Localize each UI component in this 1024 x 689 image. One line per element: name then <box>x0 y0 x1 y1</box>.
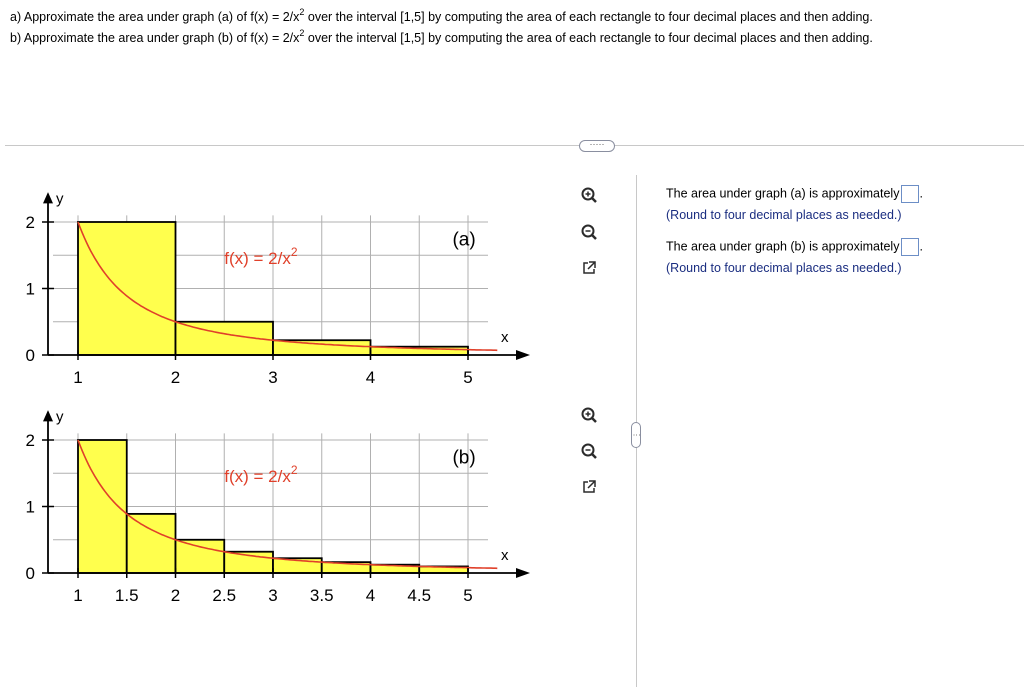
x-tick-label: 3.5 <box>310 586 334 605</box>
x-tick-label: 1 <box>73 368 82 387</box>
y-tick-label: 0 <box>26 564 35 583</box>
y-tick-label: 0 <box>26 346 35 365</box>
graph-a: y x 1 2 3 4 5 0 1 2 (a) f(x) = 2/x2 <box>26 190 530 387</box>
function-curve <box>77 221 498 352</box>
x-axis-label: x <box>501 329 509 346</box>
rectangle-1 <box>77 221 177 356</box>
answer-b-note: (Round to four decimal places as needed.… <box>666 261 902 275</box>
answer-b-prompt: The area under graph (b) is approximatel… <box>666 239 900 254</box>
function-label: f(x) = 2/x2 <box>224 245 298 268</box>
graph-a-popout-icon[interactable] <box>580 259 598 277</box>
x-tick-label: 2 <box>171 368 180 387</box>
answer-b-suffix: . <box>919 239 923 254</box>
answer-b: The area under graph (b) is approximatel… <box>666 238 923 275</box>
question-b-text: b) Approximate the area under graph (b) … <box>10 31 300 46</box>
x-tick-label: 5 <box>463 586 472 605</box>
x-tick-label: 1.5 <box>115 586 139 605</box>
question-b-text-end: over the interval [1,5] by computing the… <box>304 31 873 46</box>
question-a: a) Approximate the area under graph (a) … <box>10 7 873 25</box>
x-tick-label: 4.5 <box>407 586 431 605</box>
graph-a-zoom-in-icon[interactable] <box>580 186 598 204</box>
y-tick-label: 1 <box>26 280 35 299</box>
rectangle-2 <box>125 512 177 574</box>
x-tick-label: 4 <box>366 368 375 387</box>
answer-a-prompt: The area under graph (a) is approximatel… <box>666 186 900 201</box>
function-curve <box>77 439 498 570</box>
function-label-exponent: 2 <box>291 245 298 259</box>
x-axis-label: x <box>501 547 509 564</box>
question-a-exponent: 2 <box>299 7 305 17</box>
question-a-text: a) Approximate the area under graph (a) … <box>10 10 300 25</box>
answer-a: The area under graph (a) is approximatel… <box>666 185 923 222</box>
x-tick-label: 2.5 <box>212 586 236 605</box>
answer-a-suffix: . <box>919 186 923 201</box>
graph-a-label: (a) <box>452 229 475 250</box>
question-b: b) Approximate the area under graph (b) … <box>10 28 873 46</box>
y-axis-label: y <box>56 190 64 207</box>
graph-b-zoom-out-icon[interactable] <box>580 442 598 460</box>
y-axis-arrow <box>43 192 53 204</box>
y-tick-label: 2 <box>26 431 35 450</box>
graph-a-zoom-out-icon[interactable] <box>580 223 598 241</box>
answer-a-note: (Round to four decimal places as needed.… <box>666 208 902 222</box>
answer-a-input[interactable] <box>901 185 920 203</box>
question-a-text-end: over the interval [1,5] by computing the… <box>304 10 873 25</box>
rectangle-3 <box>174 538 226 574</box>
graph-b-popout-icon[interactable] <box>580 478 598 496</box>
y-tick-label: 1 <box>26 498 35 517</box>
graph-b: y x 1 1.5 2 2.5 3 3.5 4 4.5 5 0 1 2 (b) f(x) = 2/x2 <box>26 408 530 605</box>
y-axis-label: y <box>56 408 64 425</box>
function-label: f(x) = 2/x2 <box>224 463 298 486</box>
x-tick-label: 4 <box>366 586 375 605</box>
x-axis-arrow <box>516 568 530 578</box>
x-tick-label: 5 <box>463 368 472 387</box>
x-tick-label: 1 <box>73 586 82 605</box>
y-tick-label: 2 <box>26 213 35 232</box>
rectangle-3 <box>272 339 372 356</box>
graph-b-zoom-in-icon[interactable] <box>580 406 598 424</box>
x-tick-label: 3 <box>268 368 277 387</box>
x-tick-label: 3 <box>268 586 277 605</box>
x-tick-label: 2 <box>171 586 180 605</box>
horizontal-divider <box>5 145 1024 146</box>
function-label-exponent: 2 <box>291 463 298 477</box>
panel-resize-handle[interactable]: ⋮ <box>631 422 641 448</box>
x-axis-arrow <box>516 350 530 360</box>
y-axis-arrow <box>43 410 53 422</box>
graph-b-label: (b) <box>452 447 475 468</box>
answer-b-input[interactable] <box>901 238 920 256</box>
question-b-exponent: 2 <box>299 28 305 38</box>
more-button[interactable]: ····· <box>579 140 615 152</box>
